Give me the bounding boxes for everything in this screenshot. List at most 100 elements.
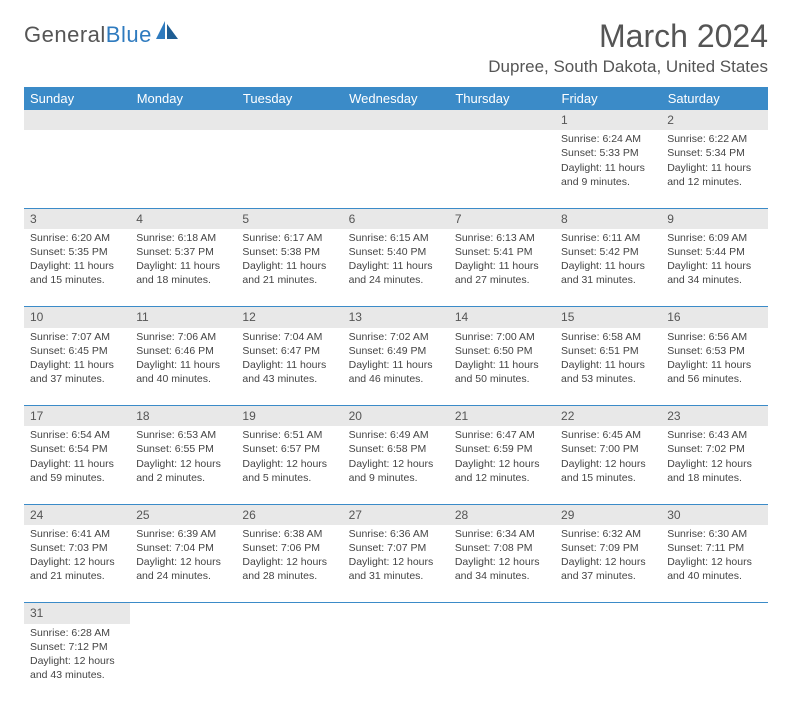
day-cell: Sunrise: 7:06 AMSunset: 6:46 PMDaylight:…	[130, 328, 236, 406]
day-cell: Sunrise: 6:49 AMSunset: 6:58 PMDaylight:…	[343, 426, 449, 504]
day-cell: Sunrise: 6:32 AMSunset: 7:09 PMDaylight:…	[555, 525, 661, 603]
sunrise-text: Sunrise: 7:04 AM	[242, 330, 336, 344]
sunset-text: Sunset: 7:08 PM	[455, 541, 549, 555]
day-number: 9	[661, 208, 767, 229]
day-cell: Sunrise: 6:15 AMSunset: 5:40 PMDaylight:…	[343, 229, 449, 307]
day-number	[24, 110, 130, 130]
day-number: 5	[236, 208, 342, 229]
sunrise-text: Sunrise: 6:36 AM	[349, 527, 443, 541]
day-number: 15	[555, 307, 661, 328]
day-cell	[236, 130, 342, 208]
day-cell	[130, 624, 236, 702]
day-cell: Sunrise: 6:45 AMSunset: 7:00 PMDaylight:…	[555, 426, 661, 504]
day-number: 3	[24, 208, 130, 229]
sunset-text: Sunset: 6:58 PM	[349, 442, 443, 456]
day-cell: Sunrise: 6:24 AMSunset: 5:33 PMDaylight:…	[555, 130, 661, 208]
daylight-text: Daylight: 11 hours and 12 minutes.	[667, 161, 761, 189]
day-number: 23	[661, 406, 767, 427]
day-number	[343, 110, 449, 130]
sunset-text: Sunset: 6:46 PM	[136, 344, 230, 358]
day-cell	[130, 130, 236, 208]
day-cell: Sunrise: 6:18 AMSunset: 5:37 PMDaylight:…	[130, 229, 236, 307]
sunset-text: Sunset: 6:53 PM	[667, 344, 761, 358]
daylight-text: Daylight: 11 hours and 27 minutes.	[455, 259, 549, 287]
day-cell: Sunrise: 6:56 AMSunset: 6:53 PMDaylight:…	[661, 328, 767, 406]
day-cell: Sunrise: 6:51 AMSunset: 6:57 PMDaylight:…	[236, 426, 342, 504]
sunset-text: Sunset: 5:44 PM	[667, 245, 761, 259]
sunrise-text: Sunrise: 6:41 AM	[30, 527, 124, 541]
weekday-tuesday: Tuesday	[236, 87, 342, 110]
logo-sail-icon	[156, 21, 178, 39]
weekday-friday: Friday	[555, 87, 661, 110]
sunrise-text: Sunrise: 6:13 AM	[455, 231, 549, 245]
day-cell: Sunrise: 6:20 AMSunset: 5:35 PMDaylight:…	[24, 229, 130, 307]
sunset-text: Sunset: 7:12 PM	[30, 640, 124, 654]
calendar-table: SundayMondayTuesdayWednesdayThursdayFrid…	[24, 87, 768, 702]
sunset-text: Sunset: 7:04 PM	[136, 541, 230, 555]
day-number: 26	[236, 504, 342, 525]
sunrise-text: Sunrise: 6:17 AM	[242, 231, 336, 245]
logo: GeneralBlue	[24, 22, 178, 48]
sunrise-text: Sunrise: 6:38 AM	[242, 527, 336, 541]
day-number: 12	[236, 307, 342, 328]
day-cell	[236, 624, 342, 702]
sunrise-text: Sunrise: 6:58 AM	[561, 330, 655, 344]
sunset-text: Sunset: 7:06 PM	[242, 541, 336, 555]
day-number	[343, 603, 449, 624]
sunrise-text: Sunrise: 6:11 AM	[561, 231, 655, 245]
location: Dupree, South Dakota, United States	[488, 57, 768, 77]
week-row: Sunrise: 6:24 AMSunset: 5:33 PM Daylight:…	[24, 130, 768, 208]
day-number: 11	[130, 307, 236, 328]
sunrise-text: Sunrise: 6:24 AM	[561, 132, 655, 146]
day-number: 17	[24, 406, 130, 427]
sunset-text: Sunset: 6:59 PM	[455, 442, 549, 456]
daylight-text: Daylight: 11 hours and 18 minutes.	[136, 259, 230, 287]
day-cell: Sunrise: 6:17 AMSunset: 5:38 PMDaylight:…	[236, 229, 342, 307]
day-number: 18	[130, 406, 236, 427]
day-cell: Sunrise: 6:34 AMSunset: 7:08 PMDaylight:…	[449, 525, 555, 603]
day-number: 14	[449, 307, 555, 328]
header: GeneralBlue March 2024 Dupree, South Dak…	[24, 18, 768, 83]
sunset-text: Sunset: 5:37 PM	[136, 245, 230, 259]
day-cell	[24, 130, 130, 208]
sunrise-text: Sunrise: 7:02 AM	[349, 330, 443, 344]
sunset-text: Sunset: 6:57 PM	[242, 442, 336, 456]
sunset-text: Sunset: 5:41 PM	[455, 245, 549, 259]
daylight-text: Daylight: 11 hours and 59 minutes.	[30, 457, 124, 485]
day-cell: Sunrise: 6:38 AMSunset: 7:06 PMDaylight:…	[236, 525, 342, 603]
sunset-text: Sunset: 7:03 PM	[30, 541, 124, 555]
day-cell: Sunrise: 7:04 AMSunset: 6:47 PMDaylight:…	[236, 328, 342, 406]
sunrise-text: Sunrise: 6:30 AM	[667, 527, 761, 541]
day-cell: Sunrise: 6:58 AMSunset: 6:51 PMDaylight:…	[555, 328, 661, 406]
sunrise-text: Sunrise: 6:49 AM	[349, 428, 443, 442]
week-row: Sunrise: 6:41 AMSunset: 7:03 PM Daylight:…	[24, 525, 768, 603]
sunset-text: Sunset: 6:51 PM	[561, 344, 655, 358]
logo-word2: Blue	[106, 22, 152, 47]
logo-text: GeneralBlue	[24, 22, 152, 48]
day-number: 8	[555, 208, 661, 229]
daylight-text: Daylight: 12 hours and 43 minutes.	[30, 654, 124, 682]
sunrise-text: Sunrise: 6:39 AM	[136, 527, 230, 541]
day-cell	[449, 624, 555, 702]
day-cell	[343, 624, 449, 702]
day-cell: Sunrise: 6:47 AMSunset: 6:59 PMDaylight:…	[449, 426, 555, 504]
daylight-text: Daylight: 11 hours and 31 minutes.	[561, 259, 655, 287]
daylight-text: Daylight: 12 hours and 31 minutes.	[349, 555, 443, 583]
daylight-text: Daylight: 12 hours and 24 minutes.	[136, 555, 230, 583]
daylight-text: Daylight: 11 hours and 43 minutes.	[242, 358, 336, 386]
daylight-text: Daylight: 11 hours and 56 minutes.	[667, 358, 761, 386]
sunrise-text: Sunrise: 7:00 AM	[455, 330, 549, 344]
sunrise-text: Sunrise: 6:47 AM	[455, 428, 549, 442]
day-number: 16	[661, 307, 767, 328]
daylight-text: Daylight: 12 hours and 15 minutes.	[561, 457, 655, 485]
day-cell	[661, 624, 767, 702]
day-number: 7	[449, 208, 555, 229]
day-number: 30	[661, 504, 767, 525]
daynum-row: 17181920212223	[24, 406, 768, 427]
sunrise-text: Sunrise: 6:43 AM	[667, 428, 761, 442]
sunset-text: Sunset: 5:38 PM	[242, 245, 336, 259]
day-number: 1	[555, 110, 661, 130]
sunset-text: Sunset: 5:33 PM	[561, 146, 655, 160]
day-number	[236, 603, 342, 624]
day-number: 13	[343, 307, 449, 328]
